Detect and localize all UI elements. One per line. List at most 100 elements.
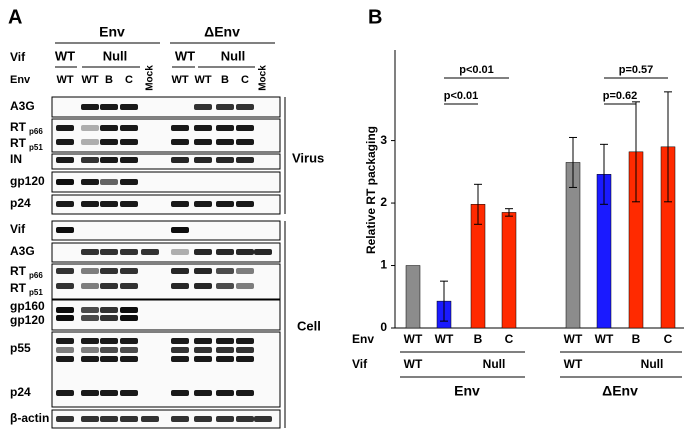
group-label: ΔEnv (602, 383, 638, 399)
band (216, 157, 234, 163)
band (100, 416, 118, 422)
vif-label: WT (175, 48, 195, 63)
band (100, 179, 118, 185)
blot-label-sub: p51 (29, 143, 43, 152)
group-header: Env (99, 24, 125, 40)
band (141, 249, 159, 255)
band (81, 157, 99, 163)
band (120, 283, 138, 289)
x-tick-label: WT (564, 332, 583, 346)
band (56, 416, 74, 422)
section-label: Cell (297, 318, 321, 333)
band (120, 268, 138, 274)
blot-frame (51, 118, 281, 153)
band (194, 416, 212, 422)
band (100, 356, 118, 362)
band (81, 201, 99, 207)
band (216, 268, 234, 274)
band (81, 139, 99, 145)
band (120, 125, 138, 131)
band (81, 307, 99, 313)
band (56, 268, 74, 274)
band (236, 157, 254, 163)
p-value: p=0.62 (603, 90, 638, 102)
blot-frame (51, 194, 281, 215)
p-value: p<0.01 (444, 90, 479, 102)
band (81, 347, 99, 353)
band (56, 347, 74, 353)
band (194, 268, 212, 274)
band (56, 227, 74, 233)
band (56, 390, 74, 396)
band (171, 283, 189, 289)
blot-label: p55 (10, 341, 31, 355)
band (194, 338, 212, 344)
band (194, 347, 212, 353)
band (120, 157, 138, 163)
x-tick-label: WT (595, 332, 614, 346)
env-label: WT (81, 74, 98, 86)
band (100, 201, 118, 207)
band (171, 125, 189, 131)
band (216, 283, 234, 289)
band (236, 356, 254, 362)
band (141, 416, 159, 422)
band (100, 104, 118, 110)
section-label: Virus (292, 150, 324, 165)
blot-frame (51, 171, 281, 193)
p-value: p=0.57 (619, 64, 654, 76)
blot-frame (51, 242, 281, 263)
y-axis-label: Relative RT packaging (364, 126, 378, 254)
band (81, 283, 99, 289)
vif-label: WT (404, 357, 423, 371)
band (171, 201, 189, 207)
blot-label-sub: p51 (29, 288, 43, 297)
blot-label: Vif (10, 222, 26, 236)
band (236, 416, 254, 422)
band (236, 268, 254, 274)
band (56, 307, 74, 313)
band (254, 249, 272, 255)
blot-frame (51, 96, 281, 118)
band (100, 268, 118, 274)
blot-label: RT (10, 281, 27, 295)
band (171, 157, 189, 163)
vif-label: WT (564, 357, 583, 371)
vif-label: Null (221, 48, 246, 63)
band (171, 227, 189, 233)
band (81, 390, 99, 396)
band (216, 338, 234, 344)
bar (405, 265, 421, 329)
blot-label-sub: p66 (29, 271, 43, 280)
band (236, 347, 254, 353)
blot-label: RT (10, 120, 27, 134)
band (100, 338, 118, 344)
env-label: Mock (145, 65, 156, 91)
blot-label: p24 (10, 385, 31, 399)
panel-label: B (368, 6, 382, 28)
blot-label: A3G (10, 244, 35, 258)
band (120, 249, 138, 255)
vif-label: Null (641, 357, 664, 371)
band (120, 390, 138, 396)
row-label: Vif (352, 357, 368, 371)
blot-label: p24 (10, 196, 31, 210)
band (171, 249, 189, 255)
band (81, 338, 99, 344)
band (120, 315, 138, 321)
band (100, 139, 118, 145)
band (56, 201, 74, 207)
band (216, 416, 234, 422)
band (216, 104, 234, 110)
band (100, 157, 118, 163)
y-tick-label: 3 (380, 133, 387, 147)
band (236, 249, 254, 255)
band (194, 125, 212, 131)
env-label: WT (171, 74, 188, 86)
band (120, 139, 138, 145)
band (120, 307, 138, 313)
band (81, 356, 99, 362)
band (171, 416, 189, 422)
env-label: Mock (258, 65, 269, 91)
